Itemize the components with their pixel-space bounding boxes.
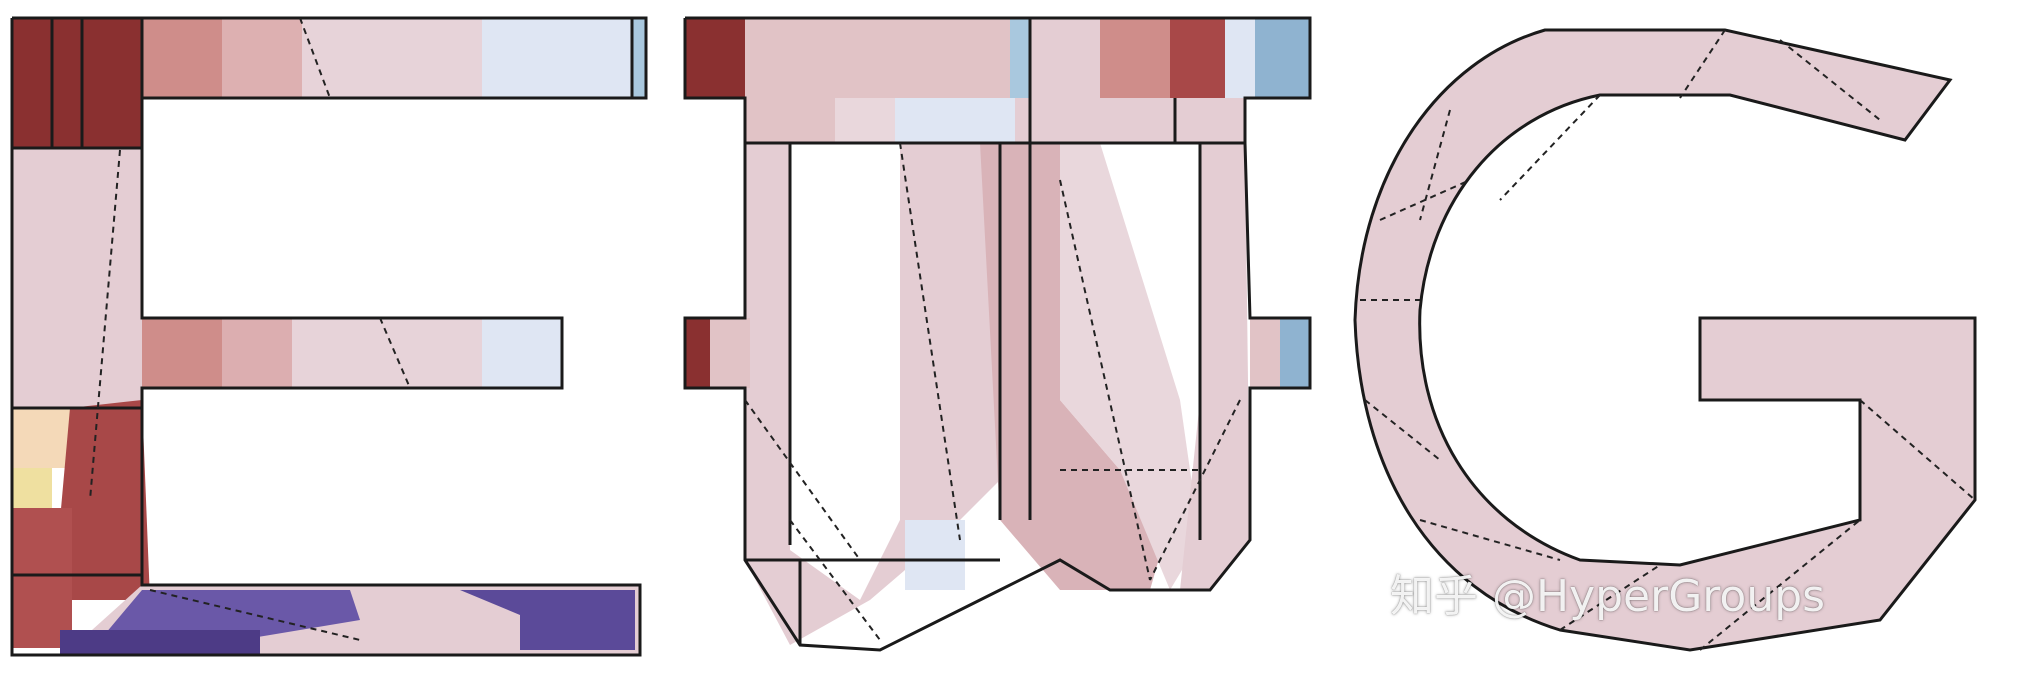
letter-w — [683, 16, 1312, 652]
watermark-text: 知乎 @HyperGroups — [1390, 571, 1826, 622]
letter-g — [1353, 28, 1977, 652]
letter-e — [10, 16, 648, 657]
